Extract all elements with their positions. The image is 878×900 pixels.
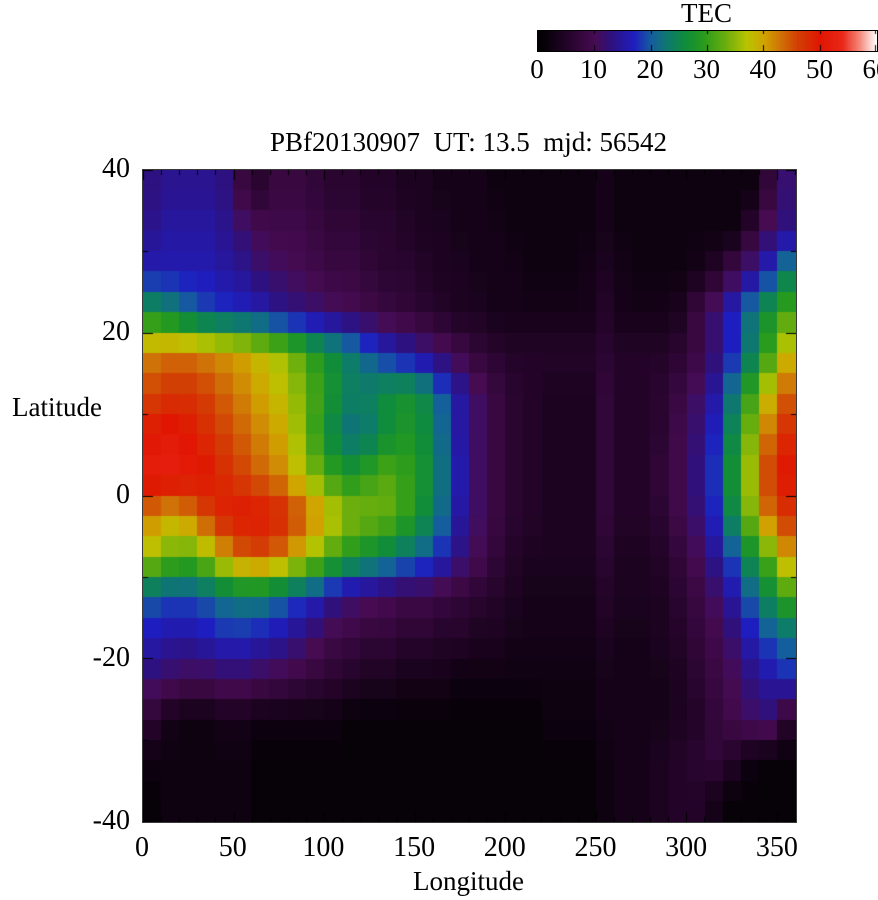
x-axis-tick-label: 200	[483, 832, 526, 863]
colorbar-tick-label: 50	[806, 54, 833, 84]
colorbar-tick-label: 40	[749, 54, 777, 84]
y-axis-tick-label: -40	[92, 805, 130, 836]
colorbar-tick-label: 20	[636, 54, 664, 84]
x-axis-tick-label: 150	[393, 832, 436, 863]
x-axis-tick-label: 50	[218, 832, 247, 863]
y-axis-tick-label: 40	[102, 153, 130, 184]
x-axis-tick-label: 250	[574, 832, 617, 863]
x-axis-tick-label: 0	[135, 832, 149, 863]
y-axis-tick-label: -20	[92, 642, 130, 673]
colorbar-tick-labels: 0 10 20 30 40 50 60	[530, 54, 878, 84]
colorbar-tick-label: 60	[862, 54, 878, 84]
x-axis-title: Longitude	[413, 866, 524, 896]
y-axis-tick-label: 20	[102, 316, 130, 347]
x-axis-tick-label: 350	[755, 832, 798, 863]
plot-title: PBf20130907 UT: 13.5 mjd: 56542	[270, 127, 667, 157]
colorbar-tick-label: 30	[693, 54, 720, 84]
colorbar-gradient	[537, 30, 878, 52]
colorbar-tick-label: 10	[580, 54, 607, 84]
y-axis-tick-label: 0	[116, 479, 130, 510]
colorbar-tick-label: 0	[530, 54, 544, 84]
y-axis-title: Latitude	[12, 392, 102, 422]
heatmap-canvas	[142, 169, 797, 823]
x-axis-tick-label: 100	[302, 832, 345, 863]
colorbar-title: TEC	[681, 0, 732, 28]
x-axis-tick-label: 300	[665, 832, 708, 863]
